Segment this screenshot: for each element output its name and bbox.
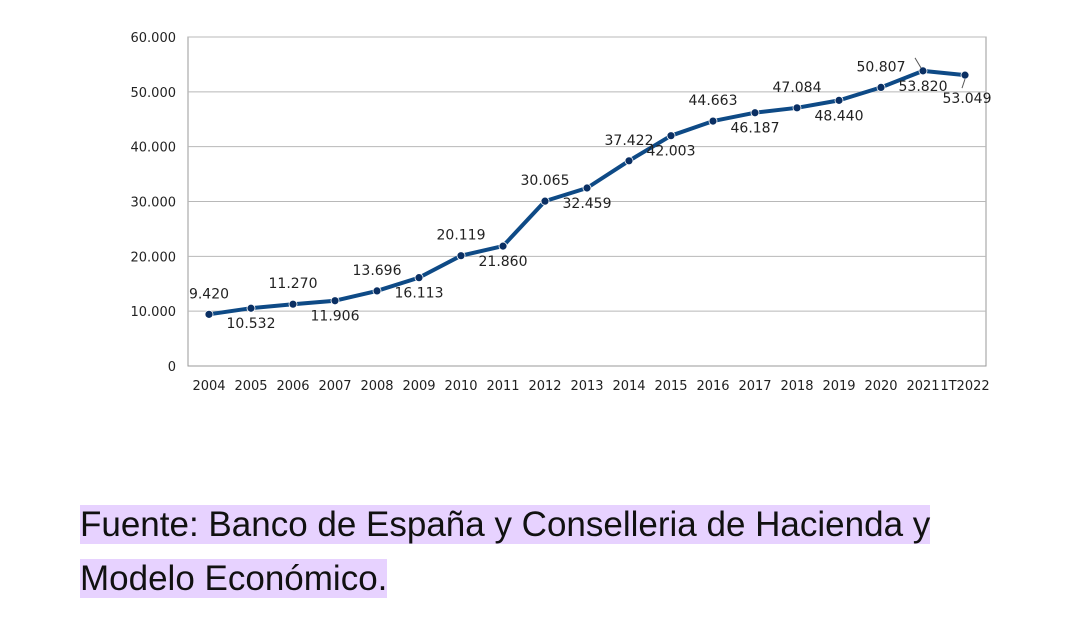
data-point bbox=[708, 116, 718, 126]
x-tick-label: 2020 bbox=[864, 379, 897, 394]
data-point bbox=[624, 156, 634, 166]
x-tick-label: 2018 bbox=[780, 379, 813, 394]
y-tick-label: 20.000 bbox=[131, 250, 177, 265]
x-tick-label: 2008 bbox=[360, 379, 393, 394]
data-label: 30.065 bbox=[521, 173, 570, 189]
data-point bbox=[456, 251, 466, 261]
data-point bbox=[750, 108, 760, 118]
data-label: 53.049 bbox=[943, 91, 992, 107]
x-tick-label: 2010 bbox=[444, 379, 477, 394]
line-chart: 0 10.000 20.000 30.000 40.000 50.000 60.000 200… bbox=[131, 31, 992, 394]
data-label: 46.187 bbox=[731, 121, 780, 137]
data-point bbox=[204, 309, 214, 319]
data-label: 50.807 bbox=[857, 59, 906, 75]
y-tick-label: 30.000 bbox=[131, 196, 177, 211]
y-tick-label: 50.000 bbox=[131, 86, 177, 101]
data-label: 13.696 bbox=[353, 263, 402, 279]
data-point bbox=[834, 95, 844, 105]
data-label: 10.532 bbox=[227, 316, 276, 332]
x-tick-label: 2007 bbox=[318, 379, 351, 394]
y-tick-label: 40.000 bbox=[131, 141, 177, 156]
x-tick-label: 2014 bbox=[612, 379, 645, 394]
data-label: 11.906 bbox=[311, 309, 360, 325]
data-point bbox=[414, 273, 424, 283]
y-tick-label: 10.000 bbox=[131, 305, 177, 320]
data-label: 32.459 bbox=[563, 196, 612, 212]
x-tick-label: 2012 bbox=[528, 379, 561, 394]
x-tick-label: 2004 bbox=[192, 379, 225, 394]
data-label: 44.663 bbox=[689, 93, 738, 109]
data-point bbox=[372, 286, 382, 296]
source-caption: Fuente: Banco de España y Conselleria de… bbox=[80, 498, 1020, 606]
data-point bbox=[918, 66, 928, 76]
chart-container: 0 10.000 20.000 30.000 40.000 50.000 60.000 200… bbox=[131, 31, 992, 394]
data-label: 20.119 bbox=[437, 228, 486, 244]
x-tick-label: 2011 bbox=[486, 379, 519, 394]
x-tick-label: 1T2022 bbox=[940, 379, 989, 394]
y-tick-label: 60.000 bbox=[131, 31, 177, 46]
data-point bbox=[666, 131, 676, 141]
data-point bbox=[960, 70, 970, 80]
data-label: 37.422 bbox=[605, 133, 654, 149]
x-tick-label: 2021 bbox=[906, 379, 939, 394]
data-label: 21.860 bbox=[479, 254, 528, 270]
x-tick-label: 2006 bbox=[276, 379, 309, 394]
x-tick-label: 2017 bbox=[738, 379, 771, 394]
x-tick-label: 2013 bbox=[570, 379, 603, 394]
data-point bbox=[330, 296, 340, 306]
data-label: 11.270 bbox=[269, 276, 318, 292]
data-point bbox=[288, 299, 298, 309]
data-point bbox=[540, 196, 550, 206]
data-point bbox=[246, 303, 256, 313]
x-tick-label: 2016 bbox=[696, 379, 729, 394]
x-tick-label: 2019 bbox=[822, 379, 855, 394]
x-tick-label: 2009 bbox=[402, 379, 435, 394]
y-tick-label: 0 bbox=[168, 360, 176, 375]
data-label: 16.113 bbox=[395, 286, 444, 302]
label-leader-line bbox=[914, 57, 922, 69]
data-label: 9.420 bbox=[189, 286, 229, 302]
label-leader-line bbox=[961, 78, 966, 89]
data-label: 53.820 bbox=[899, 79, 948, 95]
data-point bbox=[876, 83, 886, 92]
x-tick-label: 2015 bbox=[654, 379, 687, 394]
data-point bbox=[498, 241, 508, 251]
data-label: 42.003 bbox=[647, 144, 696, 160]
data-point bbox=[792, 103, 802, 113]
data-label: 48.440 bbox=[815, 108, 864, 124]
data-label: 47.084 bbox=[773, 80, 822, 96]
data-point bbox=[582, 183, 592, 193]
x-tick-label: 2005 bbox=[234, 379, 267, 394]
source-caption-text: Fuente: Banco de España y Conselleria de… bbox=[80, 505, 931, 598]
